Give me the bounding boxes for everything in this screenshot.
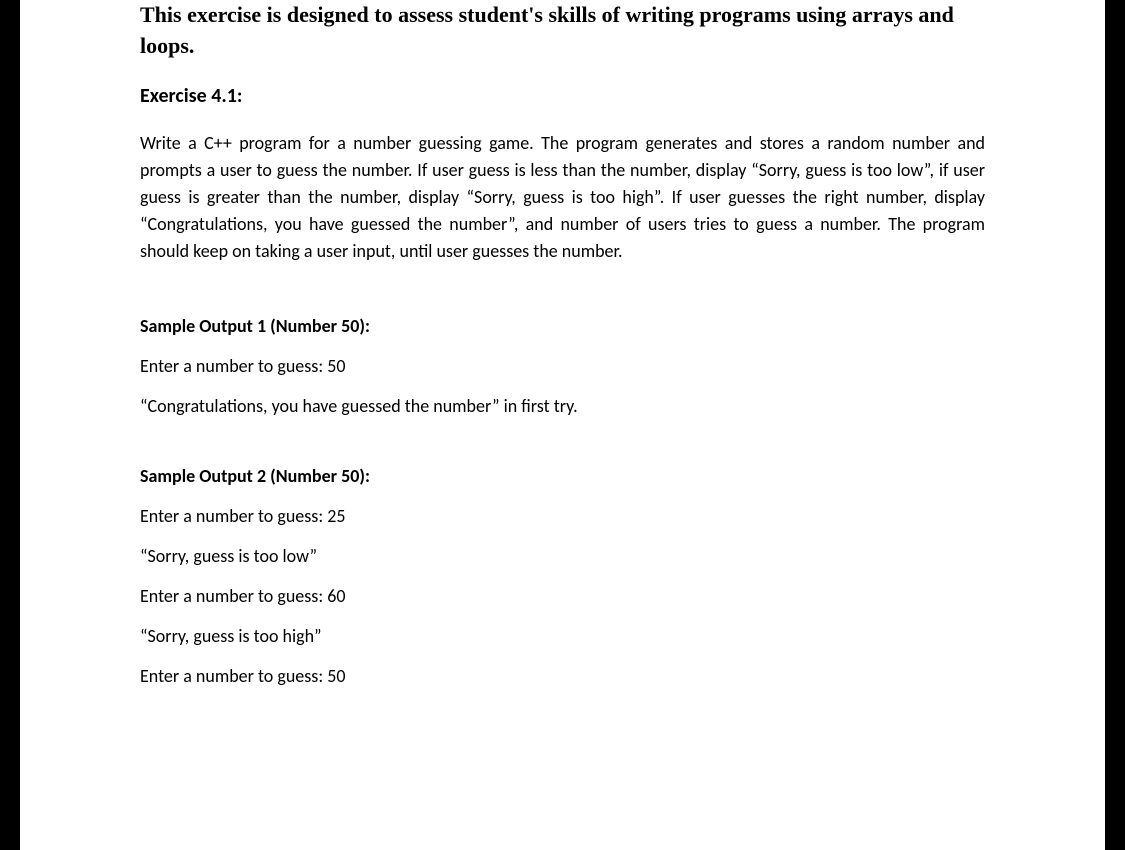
intro-heading: This exercise is designed to assess stud…	[140, 0, 985, 62]
sample-output-2-line: “Sorry, guess is too low”	[140, 545, 985, 567]
document-page: This exercise is designed to assess stud…	[20, 0, 1105, 850]
sample-output-1-line: “Congratulations, you have guessed the n…	[140, 395, 985, 417]
sample-output-2-line: Enter a number to guess: 60	[140, 585, 985, 607]
sample-output-2-line: Enter a number to guess: 50	[140, 665, 985, 687]
sample-output-1-line: Enter a number to guess: 50	[140, 355, 985, 377]
sample-output-2-heading: Sample Output 2 (Number 50):	[140, 465, 985, 487]
sample-output-1: Sample Output 1 (Number 50): Enter a num…	[140, 315, 985, 417]
exercise-heading: Exercise 4.1:	[140, 84, 985, 108]
sample-output-2-line: “Sorry, guess is too high”	[140, 625, 985, 647]
exercise-body-text: Write a C++ program for a number guessin…	[140, 130, 985, 265]
sample-output-2-line: Enter a number to guess: 25	[140, 505, 985, 527]
sample-output-2: Sample Output 2 (Number 50): Enter a num…	[140, 465, 985, 687]
sample-output-1-heading: Sample Output 1 (Number 50):	[140, 315, 985, 337]
